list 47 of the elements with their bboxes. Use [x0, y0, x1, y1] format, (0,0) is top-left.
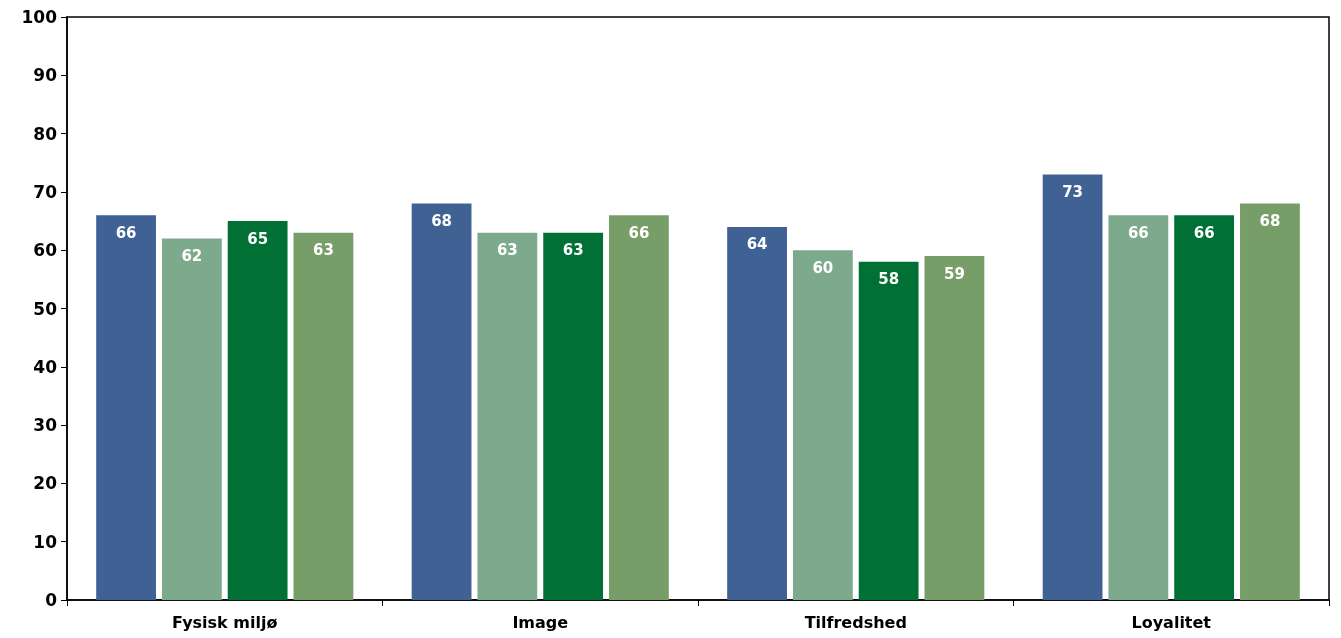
bar	[609, 215, 669, 600]
x-tick-label: Fysisk miljø	[172, 612, 278, 632]
x-tick-label: Tilfredshed	[804, 612, 907, 632]
y-tick-label: 0	[45, 590, 58, 610]
bar	[293, 232, 354, 600]
y-tick-label: 80	[33, 123, 58, 144]
bar	[1108, 215, 1169, 600]
bar	[411, 203, 472, 600]
data-label: 66	[1127, 223, 1149, 242]
data-label: 59	[943, 264, 965, 283]
y-tick-label: 30	[33, 415, 58, 436]
y-tick-label: 10	[33, 531, 58, 552]
bar	[727, 226, 787, 600]
bar	[1240, 203, 1300, 600]
y-tick-label: 50	[33, 298, 58, 319]
data-label: 73	[1062, 182, 1084, 201]
bar	[924, 256, 985, 600]
bar	[1042, 174, 1103, 600]
bar	[477, 232, 538, 600]
data-label: 64	[746, 235, 768, 254]
bar	[96, 215, 156, 600]
data-label: 60	[812, 258, 834, 277]
bar	[227, 221, 288, 600]
y-tick-label: 90	[33, 65, 58, 86]
y-tick-label: 20	[33, 473, 58, 494]
y-tick-label: 70	[33, 181, 58, 202]
y-tick-label: 40	[33, 356, 58, 377]
data-label: 66	[115, 223, 137, 242]
x-tick-label: Image	[512, 612, 569, 632]
data-label: 63	[562, 241, 584, 260]
bar	[543, 232, 604, 600]
data-label: 66	[1193, 223, 1215, 242]
data-label: 68	[1259, 212, 1281, 231]
data-label: 63	[496, 241, 518, 260]
bar	[1174, 215, 1235, 600]
data-label: 65	[247, 229, 269, 248]
data-label: 63	[312, 241, 334, 260]
bar	[161, 238, 222, 600]
data-label: 58	[878, 270, 900, 289]
data-label: 62	[181, 247, 203, 266]
data-label: 66	[628, 223, 650, 242]
x-tick-label: Loyalitet	[1131, 612, 1212, 632]
bar	[858, 261, 919, 600]
y-tick-label: 100	[21, 7, 58, 27]
bar	[792, 250, 853, 600]
y-tick-label: 60	[33, 240, 58, 261]
data-label: 68	[431, 212, 453, 231]
